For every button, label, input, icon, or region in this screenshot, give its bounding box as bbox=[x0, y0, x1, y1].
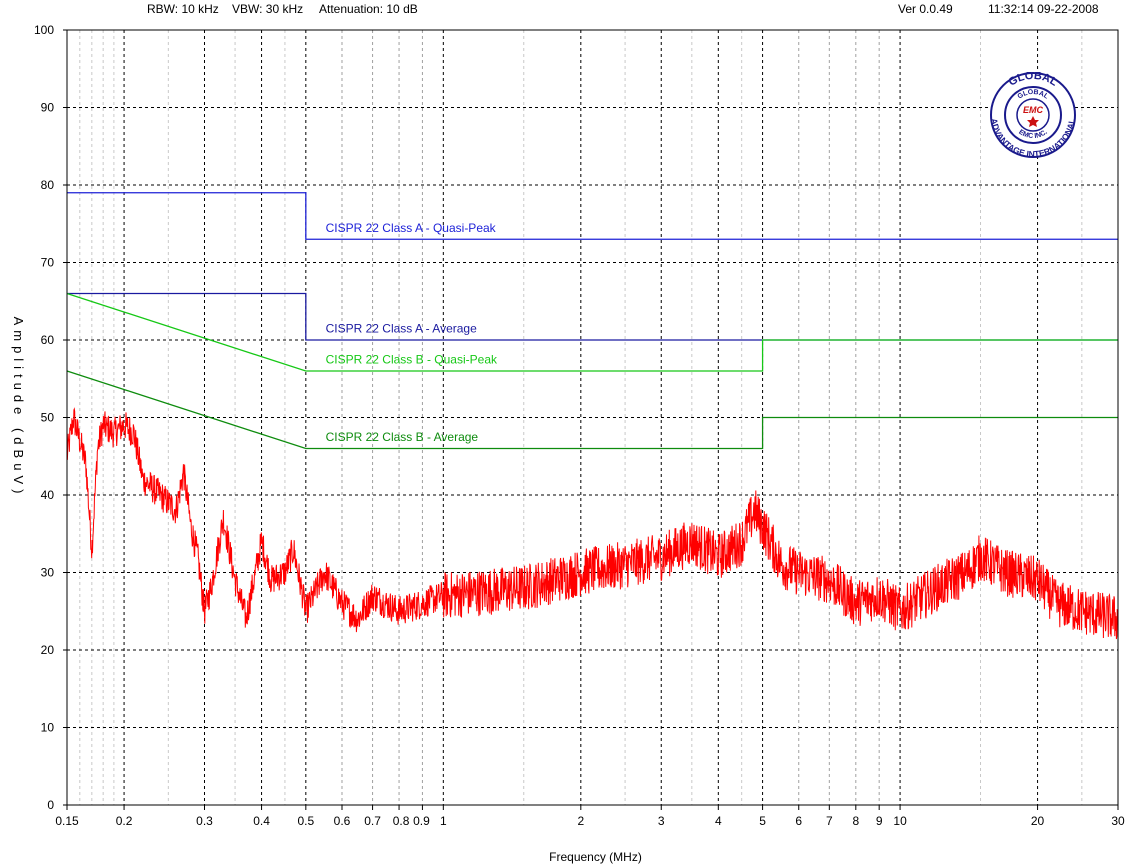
rbw-label: RBW: 10 kHz bbox=[147, 2, 219, 16]
y-tick-label: 30 bbox=[41, 566, 55, 580]
x-tick-label: 6 bbox=[795, 814, 802, 828]
x-tick-label: 0.2 bbox=[116, 814, 133, 828]
x-tick-labels: 0.15 0.2 0.3 0.4 0.5 0.6 0.7 0.8 0.9 1 2 3 4 5 6 7 8 9 10 2… bbox=[55, 805, 1125, 828]
y-tick-labels: 0 10 20 30 40 50 60 70 80 90 100 bbox=[34, 23, 67, 812]
vbw-label: VBW: 30 kHz bbox=[232, 2, 304, 16]
limit-line-label: CISPR 22 Class B - Average bbox=[326, 430, 479, 444]
grid bbox=[67, 30, 1118, 805]
timestamp-label: 11:32:14 09-22-2008 bbox=[988, 2, 1099, 16]
y-tick-label: 40 bbox=[41, 488, 55, 502]
x-tick-label: 7 bbox=[826, 814, 833, 828]
y-tick-label: 0 bbox=[47, 798, 54, 812]
limit-line bbox=[67, 192, 1118, 240]
x-tick-label: 0.7 bbox=[364, 814, 381, 828]
version-label: Ver 0.0.49 bbox=[898, 2, 953, 16]
x-tick-label: 1 bbox=[440, 814, 447, 828]
limit-line bbox=[66, 292, 1118, 372]
y-tick-label: 60 bbox=[41, 333, 55, 347]
logo-inner-bottom: EMC INC. bbox=[1017, 129, 1049, 140]
x-tick-label: 10 bbox=[893, 814, 907, 828]
trace-layer bbox=[66, 407, 1119, 640]
x-tick-label: 5 bbox=[759, 814, 766, 828]
x-axis-label: Frequency (MHz) bbox=[549, 850, 642, 864]
x-tick-label: 0.3 bbox=[196, 814, 213, 828]
limit-lines: CISPR 22 Class A - Quasi-Peak CISPR 22 Cl… bbox=[66, 192, 1118, 450]
y-tick-label: 50 bbox=[41, 411, 55, 425]
y-tick-label: 70 bbox=[41, 256, 55, 270]
limit-line bbox=[66, 370, 1118, 450]
x-tick-label: 0.9 bbox=[413, 814, 430, 828]
emission-trace bbox=[66, 407, 1119, 640]
y-axis-label: Amplitude (dBuV) bbox=[11, 317, 26, 499]
x-tick-label: 0.15 bbox=[55, 814, 79, 828]
global-emc-logo: GLOBAL ADVANTAGE INTERNATIONAL GLOBAL EM… bbox=[989, 72, 1077, 158]
x-tick-label: 4 bbox=[715, 814, 722, 828]
x-tick-label: 2 bbox=[577, 814, 584, 828]
x-tick-label: 8 bbox=[852, 814, 859, 828]
limit-line-label: CISPR 22 Class A - Average bbox=[326, 322, 478, 336]
x-tick-label: 0.6 bbox=[334, 814, 351, 828]
x-tick-label: 0.8 bbox=[393, 814, 410, 828]
limit-line-label: CISPR 22 Class A - Quasi-Peak bbox=[326, 221, 497, 235]
x-tick-label: 20 bbox=[1031, 814, 1045, 828]
y-tick-label: 90 bbox=[41, 101, 55, 115]
x-tick-label: 0.4 bbox=[253, 814, 270, 828]
x-tick-label: 9 bbox=[876, 814, 883, 828]
x-tick-label: 0.5 bbox=[297, 814, 314, 828]
logo-center-text: EMC bbox=[1023, 105, 1044, 115]
attenuation-label: Attenuation: 10 dB bbox=[319, 2, 418, 16]
y-tick-label: 10 bbox=[41, 721, 55, 735]
y-tick-label: 80 bbox=[41, 178, 55, 192]
x-tick-label: 30 bbox=[1111, 814, 1125, 828]
logo-star-icon bbox=[1027, 116, 1039, 127]
y-tick-label: 100 bbox=[34, 23, 54, 37]
limit-line-label: CISPR 22 Class B - Quasi-Peak bbox=[326, 353, 498, 367]
y-tick-label: 20 bbox=[41, 643, 55, 657]
x-tick-label: 3 bbox=[658, 814, 665, 828]
limit-line bbox=[67, 292, 1118, 341]
